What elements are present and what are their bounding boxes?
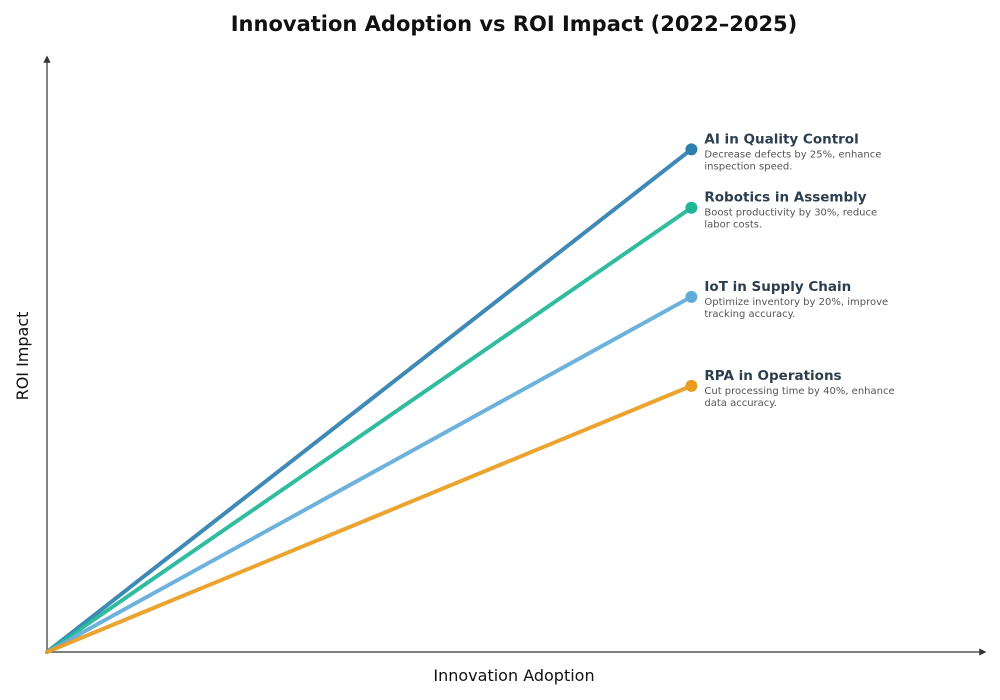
series-line bbox=[45, 294, 694, 654]
series-line bbox=[45, 147, 694, 654]
series-description: tracking accuracy. bbox=[704, 309, 795, 320]
series-description: Optimize inventory by 20%, improve bbox=[704, 297, 888, 308]
series-label: Robotics in Assembly bbox=[704, 190, 866, 206]
series-1: AI in Quality Control Decrease defects by… bbox=[45, 131, 881, 654]
series-2: Robotics in Assembly Boost productivity b… bbox=[45, 190, 877, 654]
series-line bbox=[45, 205, 694, 654]
series-label: IoT in Supply Chain bbox=[704, 279, 851, 295]
series-description: labor costs. bbox=[704, 220, 762, 231]
x-axis-label: Innovation Adoption bbox=[433, 666, 594, 685]
y-axis-label: ROI Impact bbox=[13, 312, 32, 401]
series-4: RPA in Operations Cut processing time by … bbox=[45, 368, 895, 654]
series-line bbox=[45, 383, 694, 654]
series-description: data accuracy. bbox=[704, 398, 777, 409]
series-end-point bbox=[685, 379, 698, 392]
series-description: inspection speed. bbox=[704, 161, 792, 172]
series-description: Boost productivity by 30%, reduce bbox=[704, 208, 877, 219]
series-end-point bbox=[685, 143, 698, 156]
series-3: IoT in Supply Chain Optimize inventory by… bbox=[45, 279, 888, 654]
series-end-point bbox=[685, 201, 698, 214]
series-end-point bbox=[685, 290, 698, 303]
series-description: Cut processing time by 40%, enhance bbox=[704, 386, 894, 397]
series-description: Decrease defects by 25%, enhance bbox=[704, 149, 881, 160]
chart-title: Innovation Adoption vs ROI Impact (2022–… bbox=[231, 12, 798, 36]
series-layer: AI in Quality Control Decrease defects by… bbox=[45, 131, 895, 654]
series-label: RPA in Operations bbox=[704, 368, 841, 384]
series-label: AI in Quality Control bbox=[704, 131, 858, 147]
